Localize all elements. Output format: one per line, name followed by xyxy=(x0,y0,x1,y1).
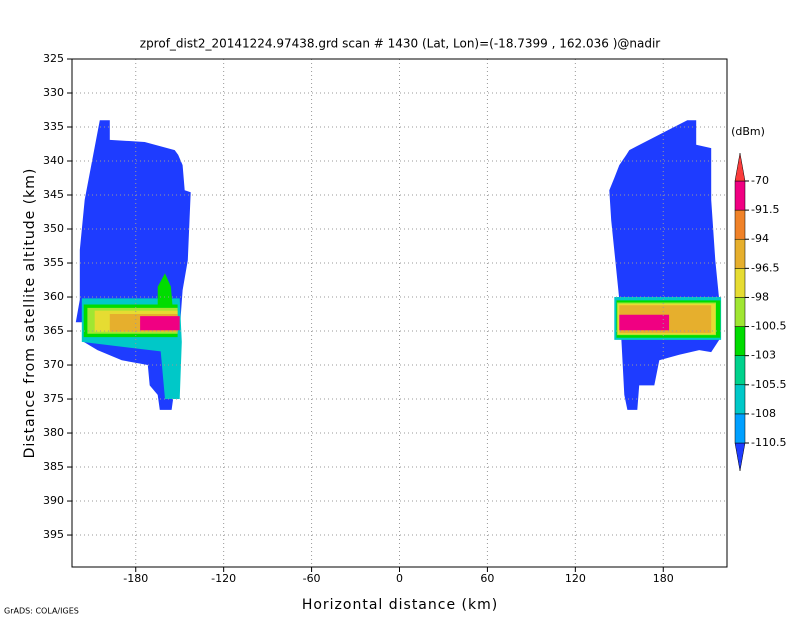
colorbar-label: -98 xyxy=(751,290,769,303)
y-axis-label: Distance from satellite altitude (km) xyxy=(22,168,38,459)
y-tick-label: 395 xyxy=(43,528,64,541)
x-tick-label: -60 xyxy=(303,572,321,585)
shaded-region xyxy=(609,120,720,410)
colorbar-segment xyxy=(734,268,746,298)
colorbar-segment xyxy=(734,384,746,415)
colorbar-segment xyxy=(734,413,746,444)
colorbar-label: -105.5 xyxy=(751,378,786,391)
colorbar-under xyxy=(734,442,746,472)
colorbar-label: -94 xyxy=(751,232,769,245)
colorbar-label: -70 xyxy=(751,174,769,187)
y-tick-label: 385 xyxy=(43,460,64,473)
x-axis-label: Horizontal distance (km) xyxy=(302,597,498,613)
colorbar-segment xyxy=(734,355,746,386)
plot-frame xyxy=(71,58,728,568)
y-tick-label: 335 xyxy=(43,120,64,133)
shaded-region xyxy=(619,314,670,331)
chart-title: zprof_dist2_20141224.97438.grd scan # 14… xyxy=(140,37,661,51)
colorbar-segment xyxy=(734,297,746,327)
y-tick-label: 375 xyxy=(43,392,64,405)
x-tick-label: 60 xyxy=(480,572,494,585)
y-tick-label: 360 xyxy=(43,290,64,303)
colorbar-label: -103 xyxy=(751,349,776,362)
x-tick-label: -180 xyxy=(123,572,148,585)
y-tick-label: 345 xyxy=(43,188,64,201)
colorbar-unit: (dBm) xyxy=(731,125,765,138)
x-tick-label: 120 xyxy=(565,572,586,585)
y-tick-label: 325 xyxy=(43,52,64,65)
y-tick-label: 380 xyxy=(43,426,64,439)
colorbar-label: -96.5 xyxy=(751,261,779,274)
colorbar-segment xyxy=(734,209,746,240)
y-tick-label: 330 xyxy=(43,86,64,99)
colorbar-segment xyxy=(734,238,746,269)
x-tick-label: -120 xyxy=(211,572,236,585)
x-tick-label: 180 xyxy=(653,572,674,585)
y-tick-label: 390 xyxy=(43,494,64,507)
y-tick-label: 370 xyxy=(43,358,64,371)
colorbar-segment xyxy=(734,180,746,211)
colorbar-label: -100.5 xyxy=(751,320,786,333)
y-tick-label: 355 xyxy=(43,256,64,269)
colorbar-label: -110.5 xyxy=(751,436,786,449)
colorbar-label: -91.5 xyxy=(751,203,779,216)
y-tick-label: 365 xyxy=(43,324,64,337)
y-tick-label: 350 xyxy=(43,222,64,235)
x-tick-label: 0 xyxy=(396,572,403,585)
colorbar-label: -108 xyxy=(751,407,776,420)
shaded-region xyxy=(140,316,180,331)
credit: GrADS: COLA/IGES xyxy=(4,607,79,616)
colorbar-segment xyxy=(734,326,746,356)
colorbar-over xyxy=(734,152,746,182)
y-tick-label: 340 xyxy=(43,154,64,167)
